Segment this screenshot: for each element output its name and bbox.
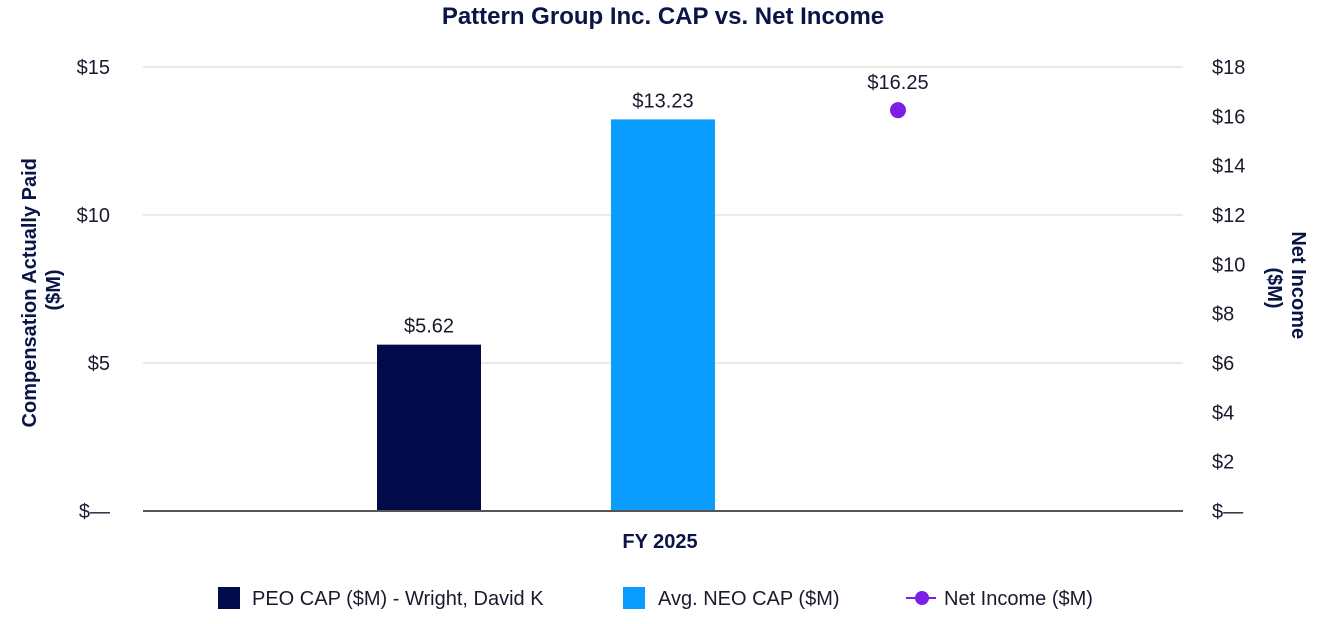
legend-label-0: PEO CAP ($M) - Wright, David K — [252, 588, 544, 610]
right-tick-label-0: $— — [1212, 501, 1243, 523]
left-axis-title-line2: ($M) — [43, 269, 65, 310]
right-tick-label-8: $16 — [1212, 106, 1245, 128]
chart-marks: $5.62 $13.23 $16.25 — [377, 72, 929, 511]
right-tick-label-5: $10 — [1212, 254, 1245, 276]
bar-0 — [377, 344, 481, 511]
left-tick-label-0: $— — [79, 501, 110, 523]
legend: PEO CAP ($M) - Wright, David K Avg. NEO C… — [218, 587, 1093, 610]
net-income-label: $16.25 — [867, 72, 928, 94]
left-axis-title-line1: Compensation Actually Paid — [19, 158, 41, 427]
right-tick-label-9: $18 — [1212, 57, 1245, 79]
right-tick-label-6: $12 — [1212, 205, 1245, 227]
right-tick-label-2: $4 — [1212, 402, 1234, 424]
category-label: FY 2025 — [622, 531, 697, 553]
right-tick-label-7: $14 — [1212, 156, 1245, 178]
right-axis-title-line2: ($M) — [1263, 267, 1285, 308]
bar-1 — [611, 119, 715, 511]
right-axis-ticks: $— $2 $4 $6 $8 $10 $12 $14 $16 $18 — [1212, 57, 1245, 523]
left-axis-ticks: $— $5 $10 $15 — [77, 57, 110, 523]
left-axis-title: Compensation Actually Paid ($M) — [19, 153, 65, 428]
legend-label-2: Net Income ($M) — [944, 588, 1093, 610]
legend-swatch-1 — [623, 587, 645, 609]
left-tick-label-1: $5 — [88, 353, 110, 375]
right-tick-label-3: $6 — [1212, 353, 1234, 375]
right-tick-label-1: $2 — [1212, 452, 1234, 474]
right-axis-title: Net Income ($M) — [1263, 231, 1309, 344]
legend-swatch-0 — [218, 587, 240, 609]
right-axis-title-line1: Net Income — [1287, 231, 1309, 339]
left-tick-label-3: $15 — [77, 57, 110, 79]
legend-label-1: Avg. NEO CAP ($M) — [658, 588, 840, 610]
bar-label-0: $5.62 — [404, 316, 454, 338]
legend-marker-2 — [915, 591, 929, 605]
bar-label-1: $13.23 — [632, 90, 693, 112]
left-tick-label-2: $10 — [77, 205, 110, 227]
right-tick-label-4: $8 — [1212, 304, 1234, 326]
net-income-point — [890, 102, 906, 119]
chart-title: Pattern Group Inc. CAP vs. Net Income — [442, 3, 884, 30]
